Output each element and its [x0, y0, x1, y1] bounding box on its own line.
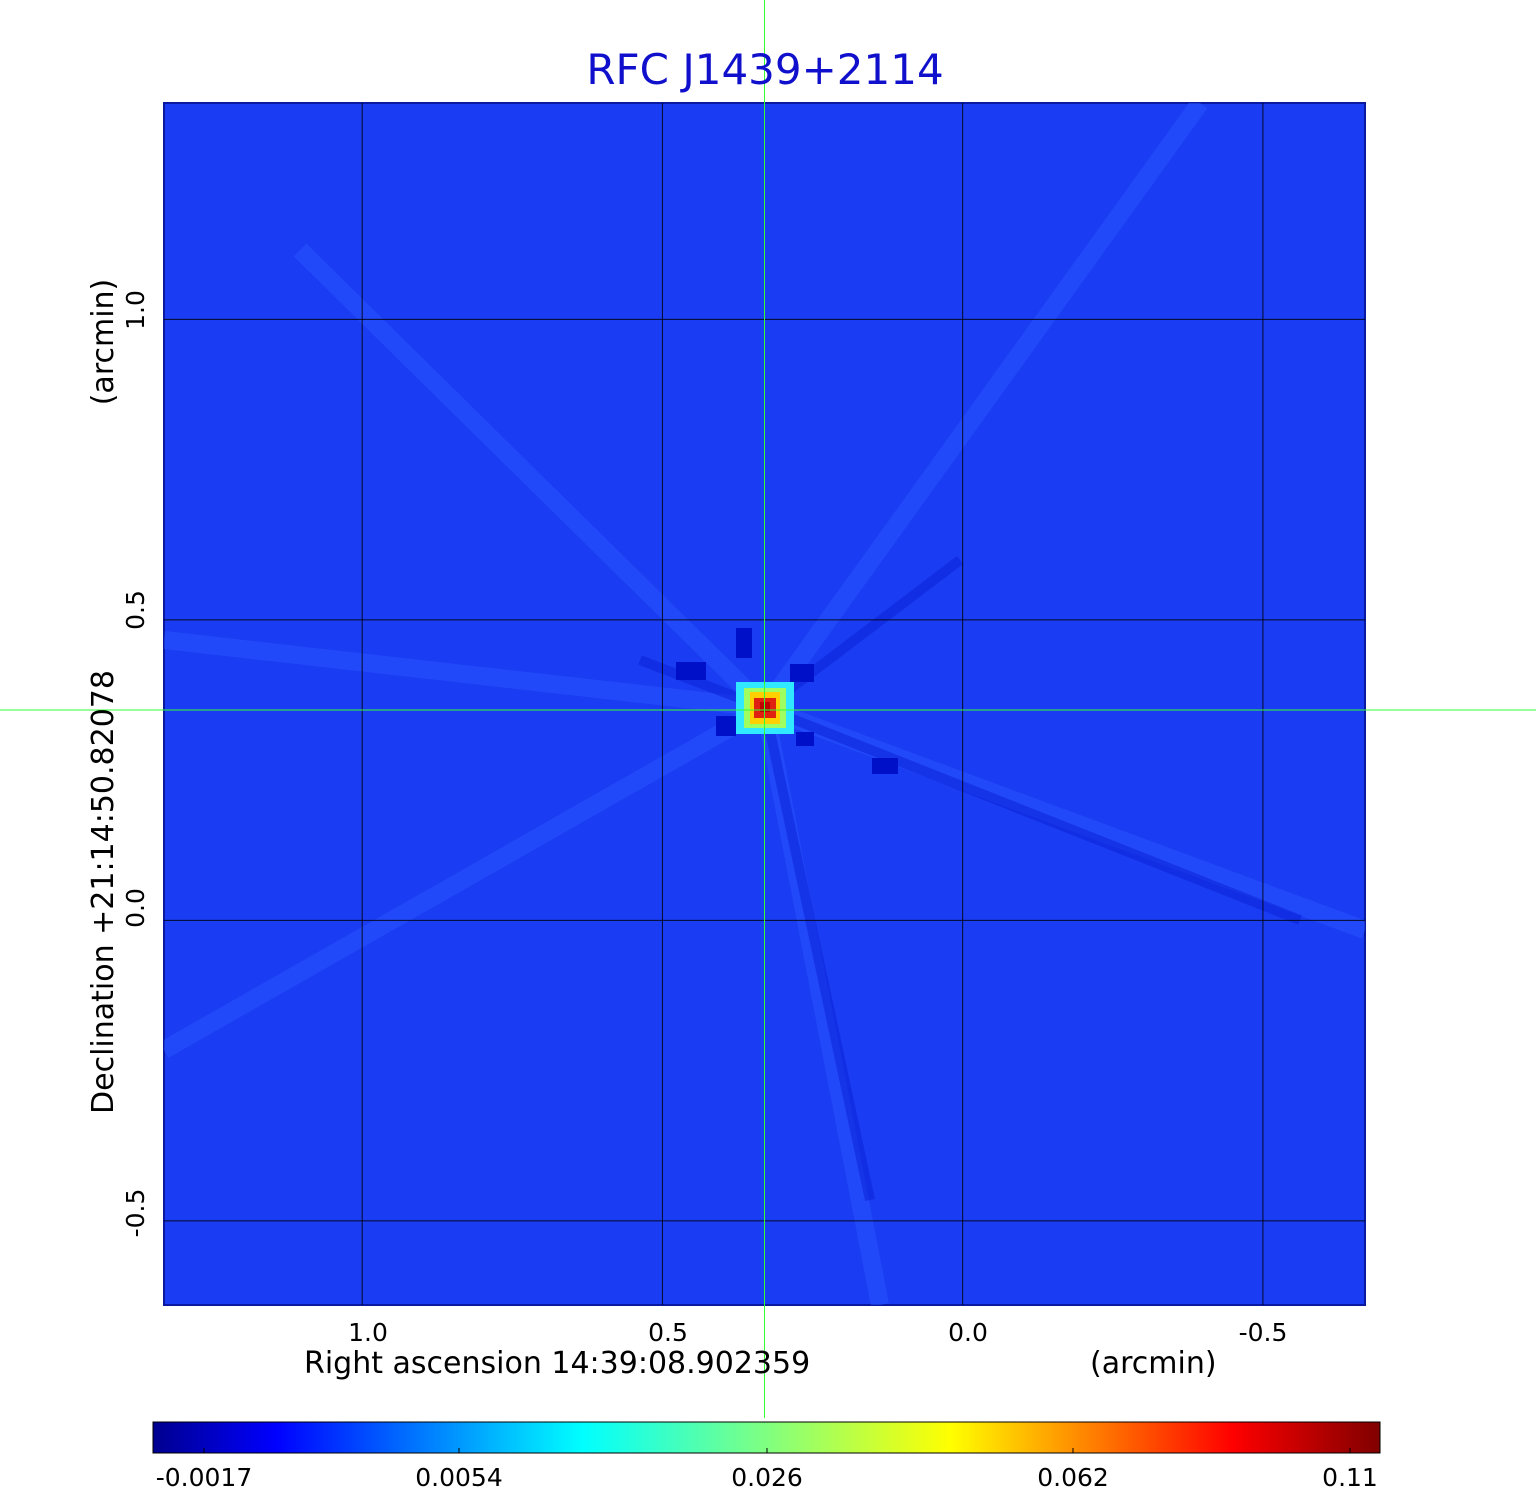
- colorbar-tick-label: 0.0054: [415, 1463, 503, 1492]
- x-axis-label: Right ascension 14:39:08.902359: [304, 1346, 811, 1381]
- colorbar-tick-label: 0.11: [1322, 1463, 1378, 1492]
- dark-lobes: [676, 628, 898, 774]
- colorbar-tick-label: 0.026: [731, 1463, 803, 1492]
- map-title: RFC J1439+2114: [586, 45, 944, 94]
- colorbar: [152, 1421, 1381, 1454]
- y-axis-label: Declination +21:14:50.82078: [86, 670, 121, 1114]
- y-tick-label: 0.5: [121, 590, 150, 630]
- map-texture: [164, 103, 1365, 1305]
- colorbar-tick-label: 0.062: [1037, 1463, 1109, 1492]
- x-tick-label: -0.5: [1238, 1318, 1288, 1347]
- x-axis-unit: (arcmin): [1090, 1346, 1217, 1381]
- x-tick-label: 0.0: [948, 1318, 988, 1347]
- colorbar-tick-label: -0.0017: [155, 1463, 253, 1492]
- x-tick-label: 1.0: [348, 1318, 388, 1347]
- y-tick-label: -0.5: [121, 1188, 150, 1238]
- source-crosshair: [0, 0, 1536, 1418]
- y-tick-label: 1.0: [121, 290, 150, 330]
- y-tick-label: 0.0: [121, 888, 150, 928]
- colorbar-ticks: [203, 1448, 1351, 1453]
- y-axis-unit: (arcmin): [86, 278, 121, 406]
- x-tick-label: 0.5: [648, 1318, 688, 1347]
